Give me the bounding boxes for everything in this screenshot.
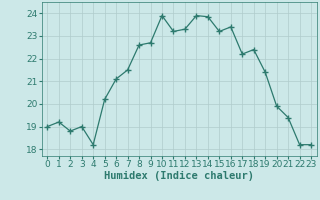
X-axis label: Humidex (Indice chaleur): Humidex (Indice chaleur) [104, 171, 254, 181]
